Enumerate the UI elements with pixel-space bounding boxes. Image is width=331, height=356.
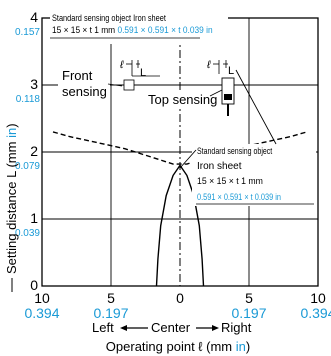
front-sensing-group: Front sensing ℓ L [58,59,160,100]
series-layer [52,131,308,287]
direction-right-label: Right [221,320,252,335]
y-tick-label: 2 [30,143,38,159]
x-tick-label: 5 [245,290,253,306]
direction-center-label: Center [151,320,191,335]
top-sensing-label: Top sensing [148,92,217,107]
y-tick-label-in: 0.079 [15,161,40,172]
top-L-symbol: L [228,65,234,77]
direction-left-label: Left [92,320,114,335]
annotation-standard-object-right: Standard sensing object Iron sheet 15 × … [179,69,316,206]
x-tick-label: 10 [310,290,326,306]
y-tick-label: 3 [30,76,38,92]
y-tick-labels: 0 1 0.039 2 0.079 3 0.118 4 0.157 [15,9,40,293]
y-tick-label-in: 0.118 [16,94,41,105]
front-ell-symbol: ℓ [119,59,124,71]
y-tick-label: 4 [30,9,38,25]
annotation-right-line4: 0.591 × 0.591 × t 0.039 in [197,192,281,202]
x-tick-label-in: 0.394 [300,305,331,321]
top-sensor-icon [221,77,235,105]
annotation-top-line1: Standard sensing object Iron sheet [52,13,167,23]
x-tick-label: 0 [176,290,184,306]
x-tick-label: 5 [107,290,115,306]
direction-labels: Left Center Right [92,320,252,335]
y-axis-label: Setting distance L (mm in) [4,123,19,274]
y-tick-label: 0 [30,277,38,293]
x-tick-label-in: 0.197 [231,305,266,321]
annotation-top-line2: 15 × 15 × t 1 mm 0.591 × 0.591 × t 0.039… [52,25,213,36]
top-ell-symbol: ℓ [206,59,211,71]
top-sensing-group: Top sensing ℓ L [145,59,235,116]
front-sensing-label-1: Front [62,68,93,83]
annotation-right-line2: Iron sheet [197,161,242,172]
y-tick-label-in: 0.157 [15,27,40,38]
y-axis-label-group: Setting distance L (mm in) [4,123,19,292]
front-sensing-label-2: sensing [62,84,107,99]
series-line-front-sensing [52,131,308,165]
x-tick-label-in: 0.197 [93,305,128,321]
series-line-top-sensing [155,164,205,287]
annotation-right-line1: Standard sensing object [197,146,273,156]
front-sensor-icon [123,79,135,91]
arrow-left-head [120,325,127,331]
x-tick-label: 10 [34,290,50,306]
y-tick-label: 1 [30,210,38,226]
x-axis-label: Operating point ℓ (mm in) [106,339,250,354]
annotation-standard-object-top: Standard sensing object Iron sheet 15 × … [50,12,228,44]
arrow-right-head [212,325,219,331]
y-tick-label-in: 0.039 [15,228,40,239]
x-tick-label-in: 0.394 [24,305,59,321]
annotation-right-line3: 15 × 15 × t 1 mm [197,176,263,186]
front-L-symbol: L [140,67,146,79]
